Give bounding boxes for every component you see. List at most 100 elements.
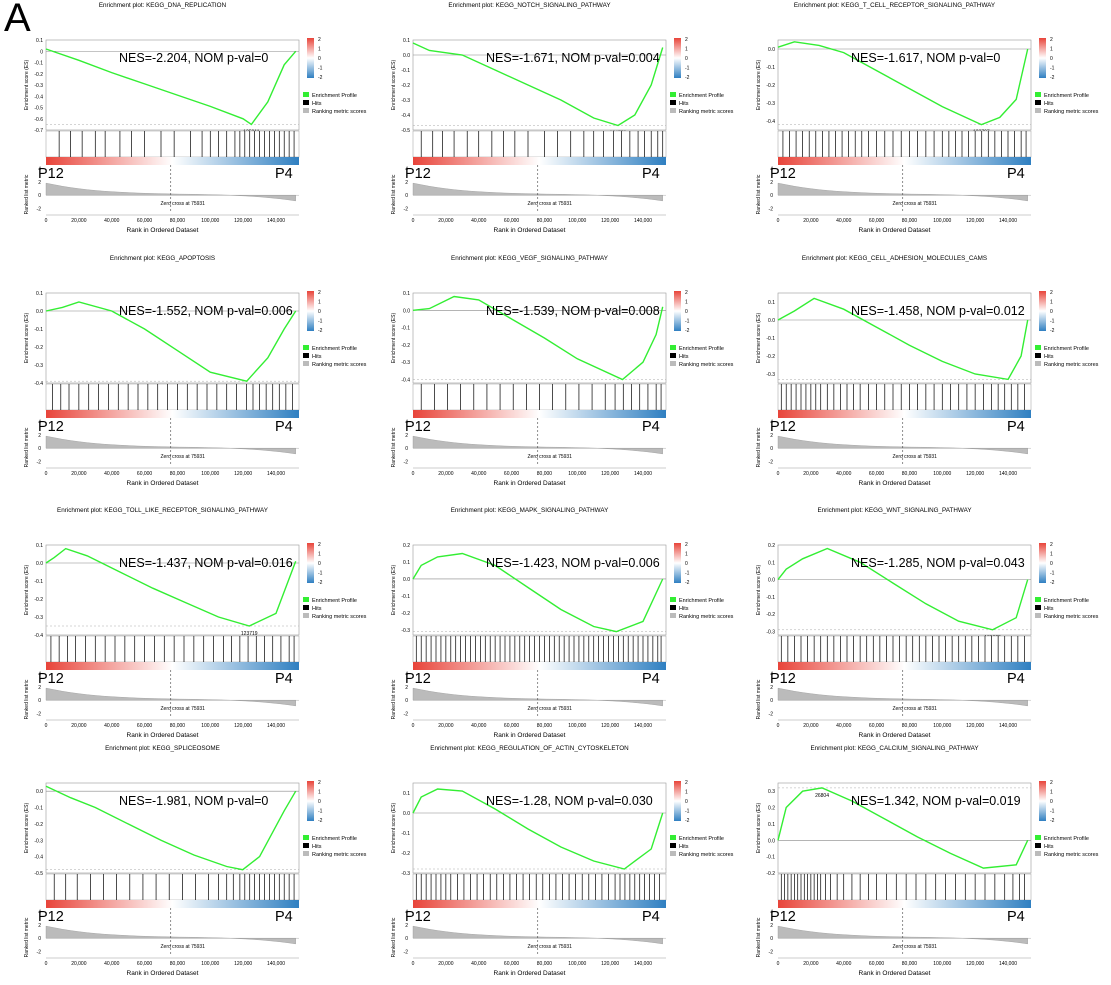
ranking-metric-area (412, 687, 663, 707)
enrichment-profile-line (45, 547, 297, 627)
metric-y-tick: 4 (770, 419, 773, 425)
plot-title: Enrichment plot: KEGG_CELL_ADHESION_MOLE… (802, 255, 987, 262)
es-panel-frame (777, 544, 1032, 636)
nes-annotation: NES=-2.204, NOM p-val=0 (119, 51, 268, 65)
x-tick-label: 40,000 (104, 471, 120, 477)
colorbar-tick: 0 (685, 56, 688, 62)
es-y-tick: 0.0 (36, 789, 43, 795)
legend-swatch (303, 613, 309, 618)
legend-swatch (1035, 843, 1041, 848)
plot-title: Enrichment plot: KEGG_T_CELL_RECEPTOR_SI… (794, 2, 996, 9)
x-tick-label: 140,000 (634, 723, 652, 729)
x-tick-label: 140,000 (999, 218, 1017, 224)
colorbar-tick: -2 (1050, 75, 1055, 81)
es-y-label: Enrichment score (ES) (391, 565, 397, 616)
legend-label: Enrichment Profile (1044, 598, 1089, 604)
es-y-tick: 0.1 (36, 38, 43, 44)
metric-y-label: Ranked list metric (391, 174, 397, 214)
es-y-label: Enrichment score (ES) (391, 313, 397, 364)
group-right-label: P4 (642, 419, 660, 435)
x-tick-label: 140,000 (634, 218, 652, 224)
legend-swatch (1035, 613, 1041, 618)
x-tick-label: 100,000 (568, 961, 586, 967)
legend-label: Enrichment Profile (679, 346, 724, 352)
legend-label: Hits (312, 844, 322, 850)
colorbar-tick: 0 (318, 56, 321, 62)
colorbar-tick: 0 (1050, 799, 1053, 805)
legend-swatch (670, 353, 676, 358)
group-left-label: P12 (38, 419, 64, 435)
zero-cross-label: Zero cross at 75931 (893, 944, 938, 950)
x-tick-label: 20,000 (71, 723, 87, 729)
colorbar-tick: -2 (318, 328, 323, 334)
metric-y-tick: 2 (405, 180, 408, 186)
legend-swatch (1035, 353, 1041, 358)
metric-y-tick: -2 (769, 950, 774, 956)
x-tick-label: 0 (777, 471, 780, 477)
x-tick-label: 20,000 (71, 218, 87, 224)
es-panel-frame (777, 782, 1032, 874)
x-tick-label: 140,000 (999, 961, 1017, 967)
legend-label: Hits (312, 606, 322, 612)
x-tick-label: 140,000 (999, 471, 1017, 477)
metric-y-tick: 4 (38, 166, 41, 172)
group-right-label: P4 (642, 166, 660, 182)
legend-swatch (1035, 851, 1041, 856)
metric-y-tick: 0 (38, 193, 41, 199)
x-tick-label: 80,000 (170, 471, 186, 477)
x-tick-label: 100,000 (201, 471, 219, 477)
es-y-label: Enrichment score (ES) (756, 803, 762, 854)
gsea-plot: Enrichment plot: KEGG_CALCIUM_SIGNALING_… (756, 745, 1099, 977)
colorbar (1039, 38, 1046, 78)
colorbar-tick: 1 (1050, 300, 1053, 306)
zero-cross-label: Zero cross at 75931 (161, 201, 206, 207)
colorbar-tick: 1 (318, 47, 321, 53)
es-y-tick: -0.3 (34, 838, 43, 844)
legend-swatch (670, 108, 676, 113)
x-tick-label: 120,000 (601, 471, 619, 477)
ranking-metric-area (45, 925, 296, 945)
es-y-tick: -0.3 (766, 372, 775, 378)
legend-swatch (303, 100, 309, 105)
ranking-metric-area (412, 182, 663, 202)
es-y-tick: 0.0 (403, 53, 410, 59)
x-tick-label: 0 (777, 218, 780, 224)
legend-label: Ranking metric scores (679, 109, 734, 115)
legend-swatch (670, 613, 676, 618)
zero-cross-label: Zero cross at 75931 (528, 454, 573, 460)
x-tick-label: 20,000 (438, 961, 454, 967)
es-y-tick: -0.4 (34, 855, 43, 861)
es-panel-frame (45, 544, 300, 636)
gsea-plot: Enrichment plot: KEGG_DNA_REPLICATION 0.1… (24, 2, 367, 234)
x-tick-label: 60,000 (869, 218, 885, 224)
colorbar (307, 38, 314, 78)
es-y-tick: 0.1 (403, 560, 410, 566)
peak-rank-label: 123719 (241, 631, 258, 637)
plot-title: Enrichment plot: KEGG_DNA_REPLICATION (99, 2, 227, 9)
x-tick-label: 100,000 (201, 723, 219, 729)
metric-y-tick: 2 (38, 923, 41, 929)
plot-title: Enrichment plot: KEGG_CALCIUM_SIGNALING_… (810, 745, 979, 752)
group-right-label: P4 (1007, 166, 1025, 182)
metric-y-tick: 0 (38, 698, 41, 704)
x-tick-label: 120,000 (234, 471, 252, 477)
x-tick-label: 0 (45, 218, 48, 224)
x-tick-label: 20,000 (803, 723, 819, 729)
colorbar-tick: -2 (685, 328, 690, 334)
hits-panel (777, 873, 1032, 901)
metric-y-tick: -2 (404, 207, 409, 213)
es-y-tick: 0.1 (36, 543, 43, 549)
x-tick-label: 60,000 (137, 723, 153, 729)
x-tick-label: 0 (412, 218, 415, 224)
legend-swatch (303, 353, 309, 358)
group-right-label: P4 (275, 909, 293, 925)
zero-cross-label: Zero cross at 75931 (893, 454, 938, 460)
enrichment-profile-line (777, 787, 1029, 869)
x-tick-label: 100,000 (201, 218, 219, 224)
colorbar-tick: 2 (318, 290, 321, 296)
legend-label: Hits (1044, 101, 1054, 107)
x-tick-label: 60,000 (869, 471, 885, 477)
es-y-tick: -0.2 (401, 611, 410, 617)
es-y-tick: 0.0 (403, 577, 410, 583)
metric-y-tick: -2 (404, 950, 409, 956)
